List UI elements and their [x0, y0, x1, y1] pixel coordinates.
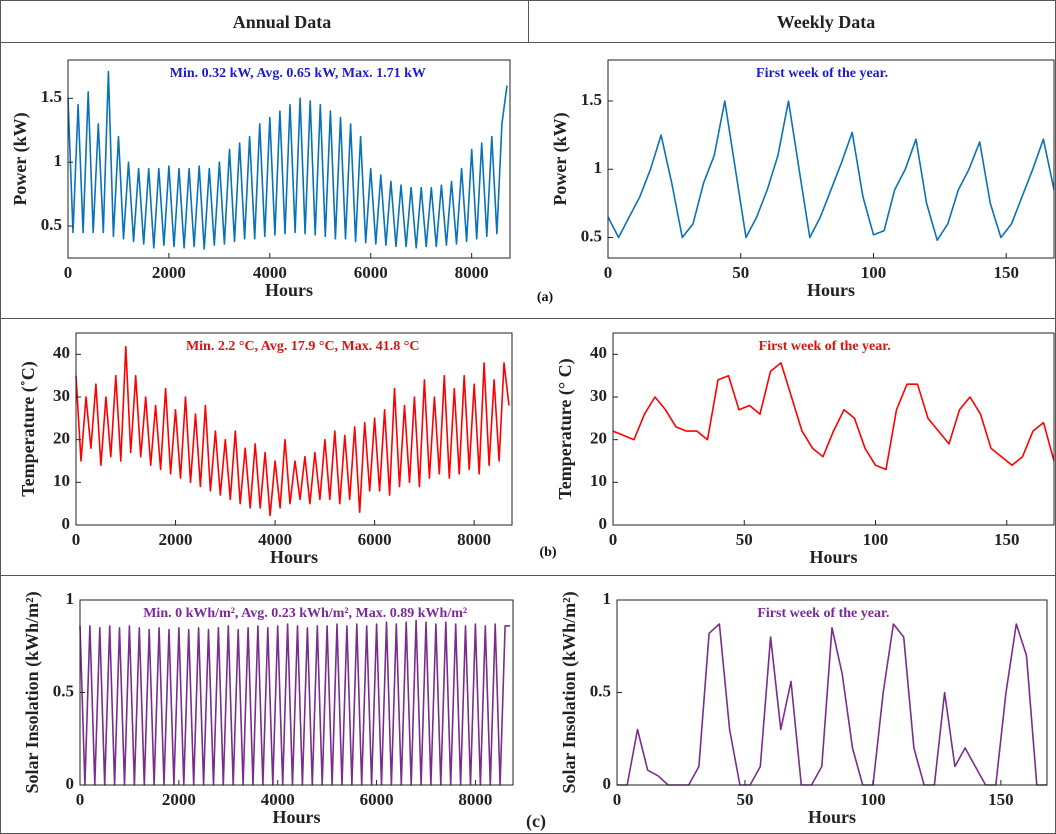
y-axis-label: Temperature (˚C) [18, 361, 39, 496]
x-tick-label: 0 [72, 530, 81, 549]
y-tick-label: 0 [62, 514, 71, 533]
data-line [75, 345, 510, 517]
x-tick-label: 8000 [455, 263, 489, 282]
panel-label: (b) [539, 545, 556, 560]
annotation: Min. 2.2 °C, Avg. 17.9 °C, Max. 41.8 °C [186, 339, 420, 354]
x-tick-label: 6000 [358, 530, 392, 549]
x-axis-label: Hours [265, 280, 313, 300]
y-tick-label: 30 [53, 386, 70, 405]
x-tick-label: 4000 [253, 263, 287, 282]
y-axis-label: Power (kW) [10, 112, 31, 205]
annotation: First week of the year. [759, 339, 891, 354]
x-tick-label: 150 [994, 530, 1020, 549]
x-tick-label: 4000 [258, 530, 292, 549]
y-tick-label: 20 [53, 429, 70, 448]
y-axis-label: Power (kW) [550, 112, 571, 205]
y-axis-label: Solar Insolation (kWh/m²) [22, 591, 43, 793]
x-tick-label: 6000 [360, 790, 394, 809]
x-tick-label: 2000 [152, 263, 186, 282]
y-tick-label: 20 [590, 429, 607, 448]
x-axis-label: Hours [270, 547, 318, 567]
x-tick-label: 0 [64, 263, 73, 282]
x-tick-label: 50 [736, 790, 753, 809]
plot-area [613, 333, 1054, 525]
x-tick-label: 8000 [458, 790, 492, 809]
panel-label: (c) [526, 811, 546, 832]
annotation: Min. 0 kWh/m², Avg. 0.23 kWh/m², Max. 0.… [143, 606, 467, 621]
y-tick-label: 10 [53, 471, 70, 490]
y-tick-label: 10 [590, 471, 607, 490]
x-tick-label: 50 [732, 263, 749, 282]
column-title: Weekly Data [777, 12, 876, 32]
plot-area [608, 60, 1054, 258]
x-tick-label: 50 [736, 530, 753, 549]
y-tick-label: 1 [594, 158, 603, 177]
x-tick-label: 4000 [261, 790, 295, 809]
y-tick-label: 0 [603, 774, 612, 793]
data-line [67, 70, 508, 250]
x-tick-label: 100 [860, 790, 886, 809]
x-tick-label: 0 [76, 790, 85, 809]
data-line [79, 619, 510, 786]
plot-area [80, 600, 513, 785]
x-axis-label: Hours [807, 280, 855, 300]
x-axis-label: Hours [808, 807, 856, 827]
x-tick-label: 8000 [457, 530, 491, 549]
y-tick-label: 0 [66, 774, 75, 793]
panel-label: (a) [537, 290, 554, 305]
axes-box [67, 59, 511, 259]
annotation: Min. 0.32 kW, Avg. 0.65 kW, Max. 1.71 kW [170, 66, 426, 81]
x-tick-label: 6000 [354, 263, 388, 282]
data-line [612, 362, 1055, 471]
x-axis-label: Hours [272, 807, 320, 827]
axes-box [75, 332, 513, 526]
x-tick-label: 100 [863, 530, 889, 549]
annotation: First week of the year. [757, 606, 889, 621]
x-tick-label: 2000 [162, 790, 196, 809]
y-tick-label: 0.5 [581, 226, 602, 245]
y-axis-label: Temperature (° C) [555, 358, 576, 499]
x-axis-label: Hours [809, 547, 857, 567]
x-tick-label: 2000 [159, 530, 193, 549]
axes-box [607, 59, 1055, 259]
y-tick-label: 40 [590, 343, 607, 362]
y-tick-label: 1.5 [581, 90, 602, 109]
x-tick-label: 0 [609, 530, 618, 549]
x-tick-label: 100 [861, 263, 887, 282]
annotation: First week of the year. [756, 66, 888, 81]
y-tick-label: 40 [53, 343, 70, 362]
y-tick-label: 1.5 [41, 87, 62, 106]
y-axis-label: Solar Insolation (kWh/m²) [559, 591, 580, 793]
y-tick-label: 30 [590, 386, 607, 405]
axes-box [612, 332, 1055, 526]
data-line [607, 100, 1055, 241]
x-tick-label: 0 [604, 263, 613, 282]
y-tick-label: 0 [599, 514, 608, 533]
column-title: Annual Data [233, 12, 332, 32]
y-tick-label: 0.5 [590, 681, 611, 700]
y-tick-label: 1 [66, 589, 75, 608]
y-tick-label: 0.5 [41, 215, 62, 234]
x-tick-label: 150 [993, 263, 1019, 282]
x-tick-label: 0 [613, 790, 622, 809]
y-tick-label: 1 [54, 151, 63, 170]
y-tick-label: 1 [603, 589, 612, 608]
x-tick-label: 150 [988, 790, 1014, 809]
y-tick-label: 0.5 [53, 681, 74, 700]
